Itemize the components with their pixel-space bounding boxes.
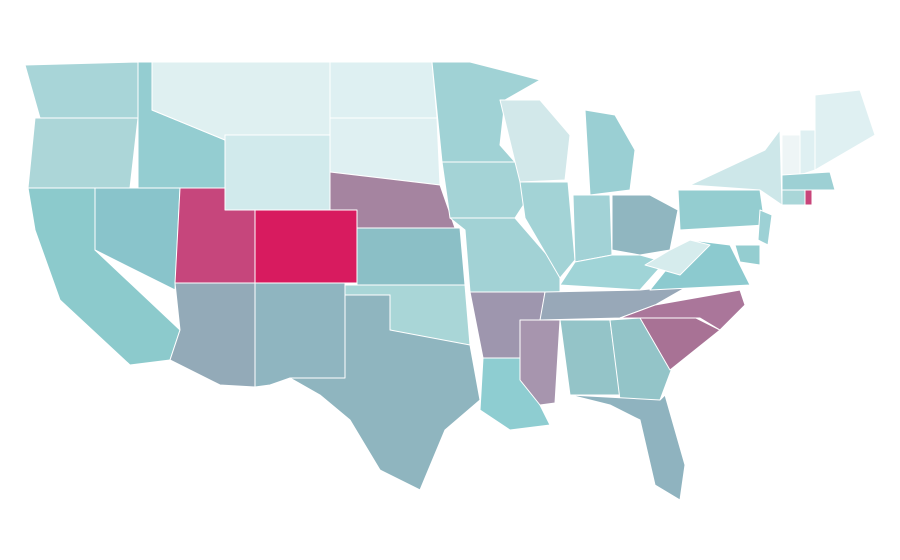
state-region (519, 181, 576, 279)
state-region (619, 289, 746, 331)
state-region (611, 194, 679, 256)
state-region (254, 209, 358, 284)
state-region (689, 129, 783, 206)
state-region (569, 394, 686, 501)
state-region (781, 171, 836, 191)
state-region (24, 61, 139, 119)
state-region (289, 294, 481, 491)
state-region (356, 227, 466, 286)
state-region (441, 161, 531, 219)
state-region (572, 194, 613, 263)
state-region (499, 99, 571, 183)
state-region (519, 319, 561, 406)
state-region (804, 189, 813, 206)
state-region (644, 239, 711, 276)
state-region (781, 134, 801, 176)
state-region (329, 61, 438, 119)
state-region (584, 109, 636, 196)
state-region (169, 282, 256, 388)
state-region (677, 189, 766, 231)
state-region (734, 244, 761, 266)
state-region (224, 134, 331, 211)
state-region (27, 117, 139, 189)
state-region (799, 129, 816, 176)
state-region (781, 189, 806, 206)
state-region (814, 89, 876, 171)
state-region (254, 282, 346, 388)
state-region (757, 209, 773, 246)
